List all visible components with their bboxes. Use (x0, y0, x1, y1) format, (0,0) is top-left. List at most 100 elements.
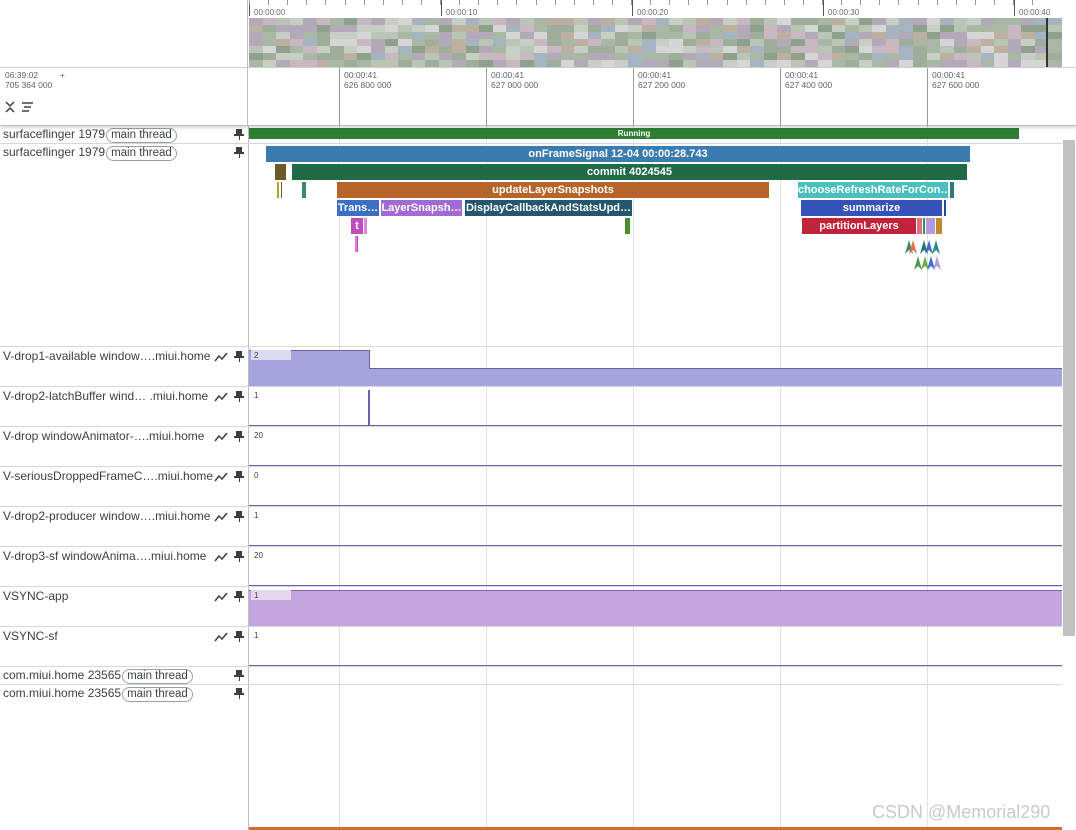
pin-icon[interactable] (234, 688, 244, 700)
slice-tiny[interactable] (936, 218, 942, 234)
overview-minor-tick (783, 0, 785, 5)
counter-track-serious-dropped[interactable]: V-seriousDroppedFrameC….miui.home 0 (0, 467, 1062, 507)
overview-heat-cell (303, 25, 317, 32)
counter-track-vdrop2-latch[interactable]: V-drop2-latchBuffer wind… .miui.home 1 (0, 387, 1062, 427)
counter-track-vsync-app[interactable]: VSYNC-app 1 (0, 587, 1062, 627)
slice-tiny[interactable] (950, 182, 954, 198)
slice-small[interactable] (275, 164, 286, 180)
overview-heat-cell (872, 32, 886, 39)
slice-chooserefreshrate[interactable]: chooseRefreshRateForCon… (798, 182, 948, 198)
line-chart-icon[interactable] (214, 632, 228, 642)
overview-heat-cell (831, 25, 846, 32)
track-home-main-2[interactable]: com.miui.home 23565 main thread (0, 685, 1062, 830)
slice-tiny[interactable] (917, 218, 922, 234)
slice-tiny[interactable] (625, 218, 630, 234)
overview-heat-cell (262, 46, 277, 53)
counter-value: 20 (254, 551, 263, 560)
slice-tiny[interactable] (281, 182, 282, 198)
overview-heat-cell (926, 53, 941, 60)
track-panel[interactable]: surfaceflinger 1979 main thread Running s… (0, 126, 1076, 830)
overview-heat-cell (912, 53, 927, 60)
overview-heat-cell (899, 25, 913, 32)
collapse-all-icon[interactable] (5, 101, 15, 113)
slice-tiny[interactable] (364, 218, 367, 234)
overview-heat-cell (872, 60, 886, 67)
overview-heat-cell (980, 25, 995, 32)
grid-line (633, 126, 634, 830)
slice-displaycallback[interactable]: DisplayCallbackAndStatsUpd… (465, 200, 632, 216)
pin-icon[interactable] (234, 551, 244, 563)
pin-icon[interactable] (234, 431, 244, 443)
slice-tiny[interactable] (926, 218, 935, 234)
overview-heat-cell (628, 25, 642, 32)
pin-icon[interactable] (234, 147, 244, 159)
line-chart-icon[interactable] (214, 552, 228, 562)
track-sf-main[interactable]: surfaceflinger 1979 main thread onFrameSi… (0, 144, 1062, 347)
overview-heat-cell (885, 60, 900, 67)
overview-heat-cell (601, 60, 615, 67)
track-sf-running[interactable]: surfaceflinger 1979 main thread Running (0, 126, 1062, 144)
slice-commit[interactable]: commit 4024545 (292, 164, 967, 180)
pin-icon[interactable] (234, 670, 244, 682)
slice-trans[interactable]: Trans… (337, 200, 379, 216)
pin-icon[interactable] (234, 591, 244, 603)
overview-heat-cell (872, 39, 886, 46)
slice-tiny[interactable] (944, 200, 946, 216)
line-chart-icon[interactable] (214, 432, 228, 442)
overview-heat-cell (628, 18, 642, 25)
counter-track-vdrop-animator[interactable]: V-drop windowAnimator-….miui.home 20 (0, 427, 1062, 467)
instant-events-cluster[interactable] (900, 232, 946, 272)
counter-track-vdrop3-sf[interactable]: V-drop3-sf windowAnima….miui.home 20 (0, 547, 1062, 587)
overview-heat-cell (249, 39, 263, 46)
overview-heat-cell (1021, 53, 1035, 60)
overview-heat-cell (1021, 46, 1035, 53)
counter-spike (368, 390, 370, 426)
axis-tick (339, 68, 340, 126)
slice-tiny[interactable] (357, 236, 358, 252)
line-chart-icon[interactable] (214, 472, 228, 482)
overview-heat-cell (763, 25, 778, 32)
overview-viewport-handle[interactable] (1046, 18, 1048, 67)
overview-heat-cell (425, 39, 439, 46)
overview-heat-cell (980, 32, 995, 39)
overview-heat-cell (1021, 32, 1035, 39)
overview-heat-cell (967, 25, 981, 32)
counter-track-vdrop2-producer[interactable]: V-drop2-producer window….miui.home 1 (0, 507, 1062, 547)
slice-tiny[interactable] (277, 182, 279, 198)
line-chart-icon[interactable] (214, 512, 228, 522)
slice-tiny[interactable] (302, 182, 306, 198)
slice-tiny[interactable] (355, 236, 357, 252)
slice-summarize[interactable]: summarize (801, 200, 942, 216)
pin-icon[interactable] (234, 129, 244, 141)
slice-t[interactable]: t (351, 218, 363, 234)
pin-icon[interactable] (234, 511, 244, 523)
line-chart-icon[interactable] (214, 392, 228, 402)
overview-heat-cell (804, 39, 819, 46)
overview-heat-cell (547, 18, 561, 25)
pin-icon[interactable] (234, 391, 244, 403)
track-home-main-1[interactable]: com.miui.home 23565 main thread (0, 667, 1062, 685)
overview-heat-cell (452, 25, 466, 32)
pin-icon[interactable] (234, 631, 244, 643)
timeline-overview[interactable]: 00:00:00 00:00:10 00:00:20 00:00:30 00:0… (0, 0, 1076, 68)
filter-list-icon[interactable] (21, 102, 34, 112)
line-chart-icon[interactable] (214, 592, 228, 602)
slice-updatelayersnapshots[interactable]: updateLayerSnapshots (337, 182, 769, 198)
pin-icon[interactable] (234, 471, 244, 483)
line-chart-icon[interactable] (214, 352, 228, 362)
slice-partitionlayers[interactable]: partitionLayers (802, 218, 916, 234)
slice-tiny[interactable] (923, 218, 925, 234)
vertical-scrollbar[interactable] (1063, 140, 1075, 636)
add-time-button[interactable]: + (60, 70, 65, 80)
pin-icon[interactable] (234, 351, 244, 363)
running-slice[interactable]: Running (249, 128, 1019, 139)
slice-layersnapsh[interactable]: LayerSnapsh… (381, 200, 462, 216)
overview-heatmap[interactable] (249, 18, 1062, 67)
counter-value: 2 (254, 351, 259, 360)
overview-heat-cell (791, 18, 805, 25)
slice-onframesignal[interactable]: onFrameSignal 12-04 00:00:28.743 (266, 146, 970, 162)
overview-heat-cell (506, 46, 520, 53)
counter-track-vsync-sf[interactable]: VSYNC-sf 1 (0, 627, 1062, 667)
counter-track-vdrop1[interactable]: V-drop1-available window….miui.home 2 (0, 347, 1062, 387)
overview-heat-cell (398, 18, 412, 25)
